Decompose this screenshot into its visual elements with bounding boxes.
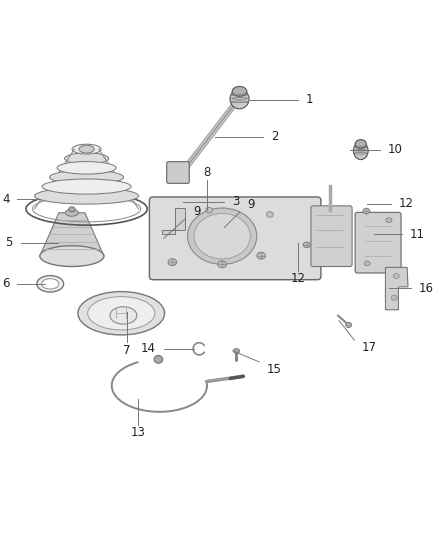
Text: 1: 1	[306, 93, 313, 106]
Ellipse shape	[386, 218, 392, 223]
Ellipse shape	[232, 86, 247, 96]
Text: 12: 12	[290, 272, 305, 285]
Ellipse shape	[303, 242, 310, 248]
Ellipse shape	[78, 292, 165, 335]
Ellipse shape	[79, 145, 94, 153]
Ellipse shape	[168, 259, 177, 265]
Ellipse shape	[257, 252, 265, 259]
Text: 9: 9	[193, 205, 201, 217]
Ellipse shape	[35, 188, 138, 204]
Ellipse shape	[353, 142, 368, 159]
Text: 16: 16	[418, 281, 433, 295]
Ellipse shape	[57, 161, 116, 174]
Text: 17: 17	[362, 342, 377, 354]
FancyBboxPatch shape	[311, 206, 352, 266]
Text: 14: 14	[141, 342, 156, 356]
Text: 13: 13	[130, 426, 145, 439]
Text: 15: 15	[267, 363, 282, 376]
Text: 2: 2	[271, 130, 279, 143]
Ellipse shape	[88, 296, 155, 330]
Ellipse shape	[65, 209, 78, 216]
Ellipse shape	[266, 212, 273, 217]
Text: 12: 12	[399, 197, 414, 210]
Ellipse shape	[42, 179, 131, 194]
Ellipse shape	[363, 208, 370, 214]
Text: 4: 4	[2, 193, 10, 206]
Ellipse shape	[187, 208, 257, 264]
Ellipse shape	[393, 273, 399, 279]
Ellipse shape	[194, 213, 251, 259]
Ellipse shape	[69, 207, 75, 212]
FancyBboxPatch shape	[167, 161, 189, 183]
Ellipse shape	[230, 89, 249, 109]
Ellipse shape	[364, 261, 370, 266]
Ellipse shape	[154, 356, 163, 364]
FancyBboxPatch shape	[355, 212, 401, 273]
FancyBboxPatch shape	[149, 197, 321, 280]
Ellipse shape	[206, 207, 212, 213]
Ellipse shape	[49, 170, 124, 184]
Ellipse shape	[391, 295, 397, 300]
Text: 11: 11	[410, 228, 425, 240]
Ellipse shape	[346, 322, 352, 328]
Text: 9: 9	[247, 198, 255, 211]
Ellipse shape	[37, 276, 64, 292]
Ellipse shape	[110, 307, 137, 324]
Polygon shape	[162, 208, 185, 234]
Text: 8: 8	[203, 166, 211, 179]
Text: 5: 5	[6, 236, 13, 249]
Ellipse shape	[218, 261, 226, 268]
Text: 10: 10	[388, 143, 403, 156]
Text: 7: 7	[123, 344, 131, 357]
Text: 6: 6	[2, 277, 10, 290]
Ellipse shape	[64, 153, 109, 164]
Polygon shape	[385, 268, 408, 310]
Text: 3: 3	[232, 195, 240, 208]
Ellipse shape	[355, 140, 367, 148]
Ellipse shape	[233, 349, 240, 353]
Polygon shape	[40, 213, 104, 256]
Ellipse shape	[42, 279, 59, 289]
Ellipse shape	[40, 246, 104, 266]
Ellipse shape	[72, 144, 101, 154]
